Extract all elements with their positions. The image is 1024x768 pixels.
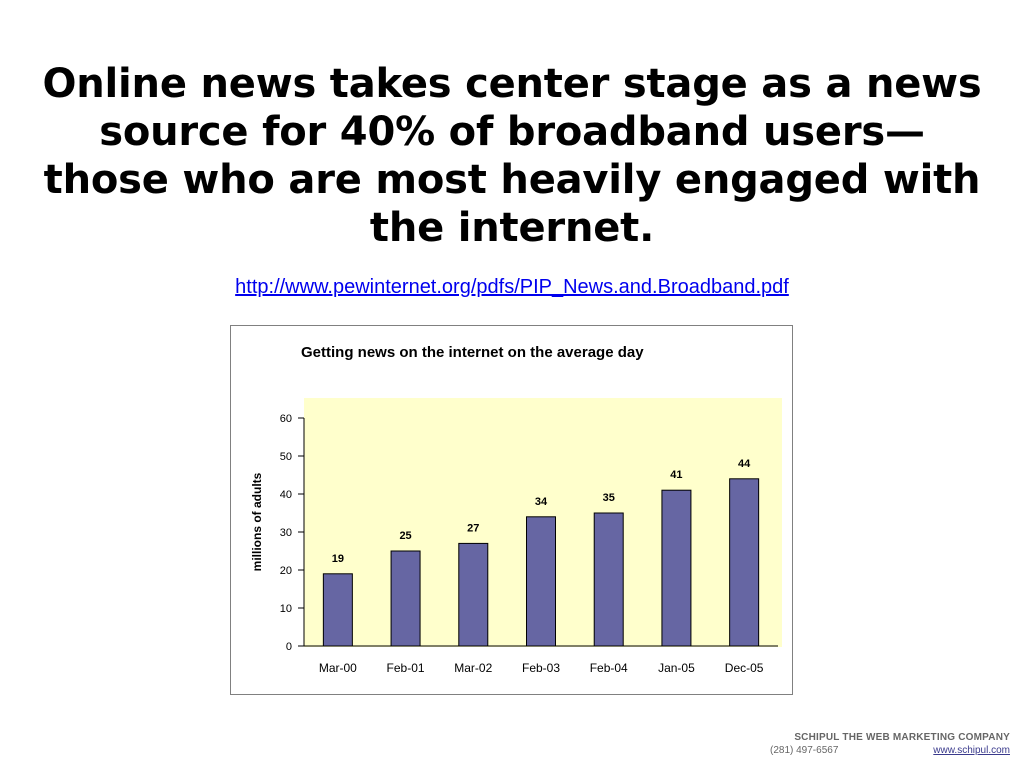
footer: SCHIPUL THE WEB MARKETING COMPANY (281) …	[770, 732, 1010, 756]
bar	[526, 516, 556, 647]
x-tick-label: Jan-05	[658, 661, 695, 675]
source-link[interactable]: http://www.pewinternet.org/pdfs/PIP_News…	[235, 276, 789, 298]
bar-data-label: 27	[467, 522, 479, 534]
x-tick-label: Mar-02	[454, 661, 492, 675]
y-tick-label: 0	[286, 641, 292, 653]
bar	[593, 512, 624, 647]
y-tick-label: 50	[280, 451, 292, 463]
x-tick-label: Dec-05	[725, 661, 764, 675]
y-tick-label: 60	[280, 413, 292, 425]
y-tick-label: 20	[280, 565, 292, 577]
y-tick-label: 40	[280, 489, 292, 501]
bar	[458, 542, 489, 647]
footer-company: SCHIPUL THE WEB MARKETING COMPANY	[794, 732, 1010, 743]
bar-chart: Getting news on the internet on the aver…	[250, 344, 782, 675]
footer-phone: (281) 497-6567	[770, 745, 839, 756]
bar-data-label: 19	[332, 553, 344, 565]
slide-title: Online news takes center stage as a news…	[42, 61, 982, 251]
y-tick-label: 10	[280, 603, 292, 615]
bar	[390, 550, 421, 647]
footer-website-link[interactable]: www.schipul.com	[933, 745, 1010, 756]
x-tick-label: Mar-00	[319, 661, 357, 675]
bar-data-label: 34	[535, 496, 548, 508]
bar	[322, 573, 353, 647]
y-tick-label: 30	[280, 527, 292, 539]
bar	[661, 489, 692, 647]
chart-plot: 0 10 20 30 40 50 60 19 Mar-00 25 Feb-01 27 Mar-02 34 F…	[280, 398, 782, 675]
y-axis-label: millions of adults	[250, 472, 264, 571]
x-tick-label: Feb-01	[387, 661, 425, 675]
chart-title: Getting news on the internet on the aver…	[301, 344, 644, 361]
x-tick-label: Feb-03	[522, 661, 560, 675]
bar-data-label: 41	[670, 469, 682, 481]
bar	[729, 478, 760, 647]
chart-frame: Getting news on the internet on the aver…	[230, 325, 793, 695]
bar-data-label: 25	[399, 530, 411, 542]
bar-data-label: 44	[738, 458, 751, 470]
footer-contact: (281) 497-6567 www.schipul.com	[770, 745, 1010, 756]
bar-data-label: 35	[603, 492, 615, 504]
x-tick-label: Feb-04	[590, 661, 628, 675]
